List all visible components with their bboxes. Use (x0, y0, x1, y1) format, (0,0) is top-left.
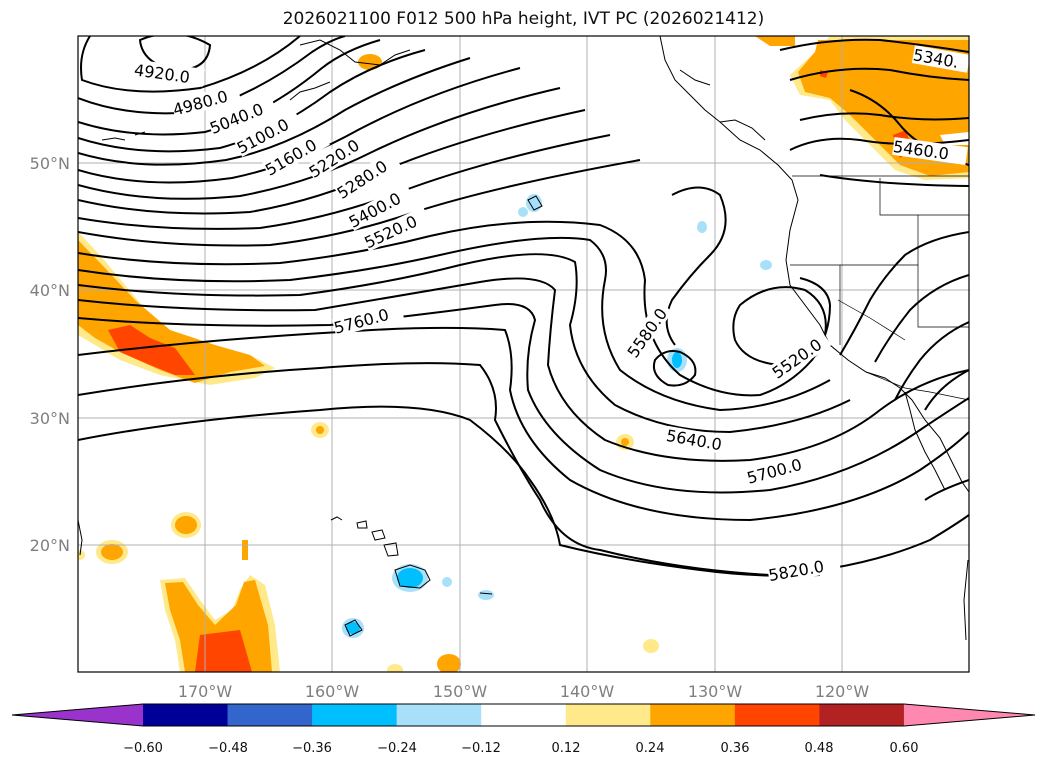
map-content (78, 36, 969, 672)
lon-label: 140°W (560, 682, 615, 701)
lon-label: 160°W (305, 682, 360, 701)
islands (330, 195, 543, 637)
colorbar-extend-low (12, 704, 143, 726)
colorbar-tick-label: 0.12 (552, 741, 581, 756)
colorbar-tick-label: −0.24 (377, 741, 417, 756)
map-frame (77, 35, 970, 673)
lat-label: 20°N (30, 536, 70, 555)
colorbar (11, 703, 1036, 727)
height-contours (78, 36, 969, 577)
colorbar-segment (650, 704, 736, 726)
map-title: 2026021100 F012 500 hPa height, IVT PC (… (282, 9, 765, 29)
colorbar-segment (565, 704, 651, 726)
colorbar-segment (819, 704, 905, 726)
colorbar-tick-label: 0.24 (636, 741, 665, 756)
colorbar-tick-label: 0.48 (805, 741, 834, 756)
colorbar-segment (396, 704, 482, 726)
colorbar-tick-label: −0.36 (292, 741, 332, 756)
lon-label: 150°W (433, 682, 488, 701)
colorbar-extend-high (903, 704, 1035, 726)
colorbar-tick-label: −0.12 (461, 741, 501, 756)
colorbar-tick-label: −0.48 (208, 741, 248, 756)
lon-label: 120°W (815, 682, 870, 701)
latitude-labels: 50°N 40°N 30°N 20°N (30, 154, 70, 555)
colorbar-tick-labels: −0.60 −0.48 −0.36 −0.24 −0.12 0.12 0.24 … (123, 741, 918, 756)
lon-label: 170°W (178, 682, 233, 701)
colorbar-segment (312, 704, 398, 726)
colorbar-tick-label: 0.60 (890, 741, 919, 756)
lat-label: 40°N (30, 281, 70, 300)
lat-label: 50°N (30, 154, 70, 173)
colorbar-segment (143, 704, 229, 726)
ivt-positive-shading (78, 36, 969, 672)
colorbar-tick-label: −0.60 (123, 741, 163, 756)
colorbar-segment (481, 704, 567, 726)
political-borders (790, 175, 969, 401)
lat-label: 30°N (30, 409, 70, 428)
lon-label: 130°W (688, 682, 743, 701)
colorbar-segment (734, 704, 820, 726)
contour-label-masks (133, 45, 969, 585)
colorbar-tick-label: 0.36 (721, 741, 750, 756)
coastlines (78, 36, 969, 641)
colorbar-segment (227, 704, 313, 726)
colorbar-outline (11, 703, 1036, 727)
longitude-labels: 170°W 160°W 150°W 140°W 130°W 120°W (178, 682, 870, 701)
ivt-negative-shading (342, 194, 819, 638)
